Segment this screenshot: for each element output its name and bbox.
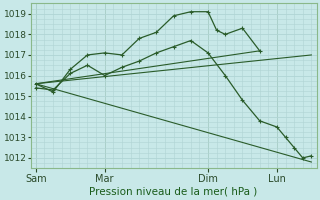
X-axis label: Pression niveau de la mer( hPa ): Pression niveau de la mer( hPa )	[90, 187, 258, 197]
